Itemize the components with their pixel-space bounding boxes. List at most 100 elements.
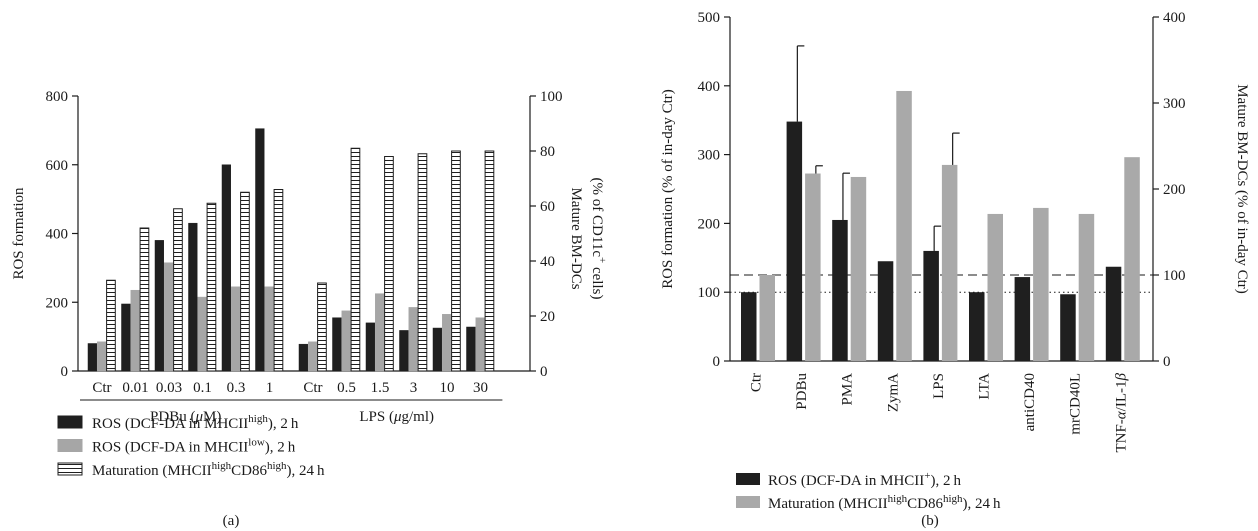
b-x-tick-label: TNF-α/IL-1β (1113, 372, 1129, 452)
a-bar (264, 286, 274, 372)
a-bar (442, 314, 452, 372)
a-bar (273, 189, 284, 372)
b-bar (786, 121, 803, 362)
a-bar (255, 128, 265, 372)
a-bar (451, 150, 461, 372)
b-x-tick-label: antiCD40 (1022, 373, 1038, 431)
b-right-tick-label: 0 (1163, 354, 1171, 370)
a-bar (375, 293, 385, 372)
b-bar (987, 213, 1003, 361)
b-left-axis-title: ROS formation (% of in-day Ctr) (660, 89, 676, 289)
a-bar (154, 240, 164, 372)
b-bar (1014, 277, 1031, 361)
panel-b-label: (b) (921, 513, 939, 529)
b-right-tick-label: 200 (1163, 182, 1186, 198)
panel-a-label: (a) (223, 513, 240, 529)
a-bar (484, 150, 495, 372)
b-bar (805, 173, 821, 361)
b-x-tick-label: Ctr (749, 373, 765, 392)
b-bar (741, 292, 757, 361)
a-bar (298, 343, 308, 372)
b-left-tick-label: 300 (698, 148, 721, 164)
a-bar (317, 282, 327, 372)
a-bar (97, 341, 107, 372)
b-bar (1060, 294, 1076, 361)
a-x-tick-label: 1 (266, 380, 274, 396)
a-legend-swatch (57, 439, 83, 452)
a-legend-label: Maturation (MHCIIhighCD86high), 24 h (92, 460, 325, 479)
a-left-tick-label: 800 (46, 89, 69, 105)
b-left-tick-label: 0 (713, 354, 721, 370)
b-bar (1033, 207, 1049, 361)
b-legend-label: Maturation (MHCIIhighCD86high), 24 h (768, 493, 1001, 512)
a-bar (231, 286, 241, 372)
a-right-tick-label: 100 (540, 89, 563, 105)
b-right-tick-label: 400 (1163, 10, 1186, 26)
b-left-tick-label: 400 (698, 79, 721, 95)
panel-b-chart: 0 100 200 300 400 500 0 100 200 300 400 ROS formati… (660, 10, 1250, 512)
a-bar (432, 327, 442, 372)
b-bar (759, 275, 775, 361)
a-right-tick-label: 40 (540, 254, 555, 270)
a-bar (341, 310, 351, 372)
a-x-tick-label: 0.01 (122, 380, 148, 396)
a-bar (466, 326, 476, 372)
a-x-tick-label: 3 (410, 380, 418, 396)
a-right-tick-label: 20 (540, 309, 555, 325)
b-legend-swatch (736, 473, 760, 485)
b-x-tick-label: mrCD40L (1068, 373, 1084, 435)
b-x-tick-label: PDBu (794, 373, 810, 410)
a-right-axis-title-line2: (% of CD11c+ cells) (589, 178, 608, 300)
a-bar (139, 227, 150, 372)
a-bar (106, 279, 116, 372)
b-bar (1124, 157, 1140, 361)
b-x-tick-label: LTA (977, 373, 993, 400)
a-bar (221, 164, 231, 372)
a-bar (197, 296, 207, 372)
b-left-tick-label: 500 (698, 10, 721, 26)
b-bar (877, 261, 894, 361)
a-group-label: LPS (μg/ml) (359, 409, 434, 425)
b-bar (850, 176, 867, 361)
a-bar (130, 289, 140, 372)
a-left-axis-title: ROS formation (11, 187, 27, 280)
b-left-tick-label: 100 (698, 285, 721, 301)
b-bar (1078, 213, 1095, 361)
a-x-tick-label: Ctr (92, 380, 111, 396)
b-bar (1105, 266, 1122, 361)
a-left-tick-label: 0 (61, 364, 69, 380)
a-x-tick-label: 0.5 (337, 380, 356, 396)
a-bar (164, 262, 174, 372)
b-legend-swatch (736, 496, 760, 508)
b-bar (969, 292, 985, 361)
b-legend-label: ROS (DCF-DA in MHCII+), 2 h (768, 470, 961, 489)
a-bar (121, 303, 131, 372)
a-bar (408, 307, 418, 372)
a-bar (417, 153, 428, 372)
a-x-tick-label: 0.03 (156, 380, 182, 396)
a-bar (365, 322, 375, 372)
b-x-tick-label: LPS (931, 373, 947, 399)
a-x-tick-label: 0.3 (227, 380, 246, 396)
a-left-tick-label: 400 (46, 227, 69, 243)
a-group-label: PDBu (μM) (150, 409, 221, 425)
a-right-tick-label: 80 (540, 144, 555, 160)
a-right-tick-label: 0 (540, 364, 548, 380)
b-x-tick-label: PMA (840, 373, 856, 406)
a-bar (399, 330, 409, 372)
a-bar (384, 156, 394, 372)
a-legend-swatch (57, 415, 83, 429)
b-bar (941, 164, 958, 361)
a-bar (350, 147, 361, 372)
a-bar (240, 191, 250, 372)
b-left-tick-label: 200 (698, 216, 721, 232)
a-bar (308, 341, 318, 372)
b-x-tick-label: ZymA (885, 373, 901, 412)
a-right-axis-title-line1: Mature BM-DCs (568, 187, 584, 289)
a-x-tick-label: Ctr (303, 380, 322, 396)
a-x-tick-label: 10 (439, 380, 454, 396)
b-bar (832, 219, 848, 361)
a-bar (206, 202, 217, 372)
a-bar (332, 317, 342, 372)
